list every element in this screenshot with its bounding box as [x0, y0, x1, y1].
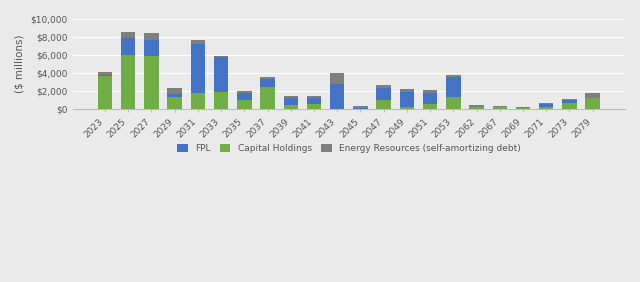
Bar [446, 76, 461, 77]
Bar [260, 77, 275, 79]
Bar [284, 105, 298, 109]
Bar [307, 98, 321, 104]
Bar [237, 91, 252, 93]
Bar [423, 90, 437, 93]
Bar [307, 104, 321, 109]
Bar [214, 56, 228, 57]
Bar [98, 76, 112, 109]
Bar [539, 104, 554, 107]
Bar [214, 57, 228, 92]
Bar [237, 93, 252, 100]
Bar [469, 105, 484, 107]
Bar [446, 97, 461, 109]
Bar [191, 93, 205, 109]
Bar [423, 104, 437, 109]
Bar [168, 94, 182, 97]
Bar [144, 32, 159, 40]
Bar [400, 107, 414, 109]
Bar [353, 107, 367, 109]
Bar [516, 107, 530, 108]
Bar [214, 92, 228, 109]
Bar [121, 55, 136, 109]
Bar [260, 87, 275, 109]
Bar [376, 85, 391, 88]
Legend: FPL, Capital Holdings, Energy Resources (self-amortizing debt): FPL, Capital Holdings, Energy Resources … [173, 141, 524, 157]
Bar [121, 32, 136, 38]
Bar [400, 89, 414, 92]
Bar [376, 88, 391, 100]
Bar [260, 79, 275, 87]
Bar [98, 74, 112, 76]
Bar [539, 107, 554, 109]
Bar [168, 97, 182, 109]
Bar [563, 99, 577, 100]
Bar [400, 92, 414, 107]
Bar [376, 100, 391, 109]
Bar [353, 106, 367, 107]
Bar [586, 98, 600, 109]
Bar [144, 40, 159, 56]
Bar [144, 56, 159, 109]
Bar [446, 77, 461, 97]
Y-axis label: ($ millions): ($ millions) [15, 34, 25, 93]
Bar [121, 38, 136, 55]
Bar [284, 96, 298, 98]
Bar [563, 100, 577, 103]
Bar [469, 107, 484, 109]
Bar [539, 103, 554, 104]
Bar [493, 107, 507, 109]
Bar [98, 72, 112, 74]
Bar [586, 93, 600, 98]
Bar [563, 103, 577, 109]
Bar [191, 44, 205, 93]
Bar [237, 100, 252, 109]
Bar [168, 88, 182, 94]
Bar [423, 93, 437, 104]
Bar [284, 98, 298, 105]
Bar [330, 84, 344, 109]
Bar [307, 96, 321, 98]
Bar [493, 106, 507, 107]
Bar [191, 40, 205, 44]
Bar [330, 73, 344, 84]
Bar [516, 108, 530, 109]
